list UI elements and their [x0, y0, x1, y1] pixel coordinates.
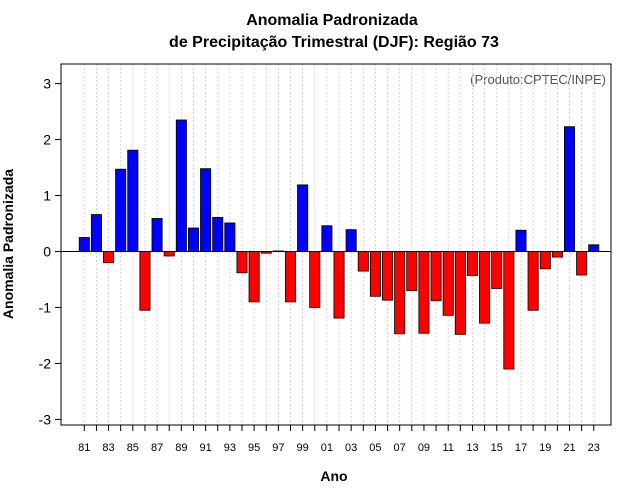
bar-1988 — [163, 251, 175, 257]
bar-2002 — [333, 251, 345, 319]
x-tick-label: 87 — [151, 442, 163, 454]
bar-2012 — [454, 251, 466, 335]
bar-1994 — [236, 251, 248, 274]
bar-2020 — [551, 251, 563, 258]
x-tick-label: 15 — [491, 442, 503, 454]
bar-2003 — [345, 229, 357, 252]
x-tick-label: 81 — [78, 442, 90, 454]
y-tick-label: -2 — [39, 355, 52, 371]
x-tick-label: 95 — [248, 442, 260, 454]
bar-2005 — [369, 251, 381, 297]
bar-1984 — [115, 168, 127, 252]
x-tick-label: 85 — [127, 442, 139, 454]
bar-2008 — [406, 251, 418, 292]
bar-2006 — [382, 251, 394, 301]
bar-2019 — [539, 251, 551, 270]
bar-1993 — [224, 222, 236, 252]
bar-2009 — [418, 251, 430, 334]
bar-1982 — [90, 214, 102, 252]
bar-2007 — [394, 251, 406, 335]
bar-1999 — [297, 184, 309, 252]
bar-1983 — [103, 251, 115, 264]
bar-2023 — [588, 244, 600, 252]
bar-2013 — [466, 251, 478, 276]
plot-frame — [60, 63, 612, 426]
x-tick-label: 03 — [345, 442, 357, 454]
bar-2017 — [515, 229, 527, 252]
y-tick-label: 1 — [43, 188, 51, 204]
chart-title: Anomalia Padronizada — [246, 12, 418, 29]
x-tick-label: 05 — [369, 442, 381, 454]
bar-1995 — [248, 251, 260, 303]
y-tick-label: -3 — [39, 411, 52, 427]
bar-1987 — [151, 218, 163, 252]
x-tick-label: 17 — [515, 442, 527, 454]
x-tick-label: 11 — [442, 442, 453, 454]
x-tick-label: 07 — [394, 442, 406, 454]
chart-subtitle: de Precipitação Trimestral (DJF): Região… — [169, 34, 499, 51]
x-tick-label: 21 — [563, 442, 575, 454]
x-tick-label: 23 — [588, 442, 600, 454]
x-tick-label: 97 — [272, 442, 284, 454]
bar-2011 — [442, 251, 454, 316]
x-tick-label: 83 — [102, 442, 114, 454]
bar-2022 — [576, 251, 588, 276]
x-tick-label: 13 — [466, 442, 478, 454]
x-tick-label: 09 — [418, 442, 430, 454]
bar-1985 — [127, 149, 139, 252]
bar-2014 — [479, 251, 491, 324]
bar-1990 — [187, 227, 199, 252]
x-tick-label: 01 — [321, 442, 333, 454]
bar-2004 — [357, 251, 369, 272]
bar-2021 — [564, 126, 576, 252]
bar-1989 — [175, 119, 187, 252]
bar-1991 — [200, 168, 212, 252]
x-tick-label: 99 — [297, 442, 309, 454]
x-axis-label: Ano — [320, 468, 347, 484]
x-tick-label: 89 — [175, 442, 187, 454]
y-tick-label: 0 — [43, 243, 51, 259]
bar-1986 — [139, 251, 151, 311]
bar-2010 — [430, 251, 442, 302]
bar-1981 — [78, 237, 90, 252]
bar-2016 — [503, 251, 515, 370]
bar-2001 — [321, 225, 333, 252]
bar-2015 — [491, 251, 503, 289]
x-tick-label: 19 — [539, 442, 551, 454]
y-tick-label: 3 — [43, 76, 51, 92]
x-tick-label: 93 — [224, 442, 236, 454]
bar-2018 — [527, 251, 539, 311]
credit-text: (Produto:CPTEC/INPE) — [470, 72, 606, 87]
y-tick-label: -1 — [39, 299, 52, 315]
y-axis-label: Anomalia Padronizada — [0, 169, 16, 319]
bar-1998 — [285, 251, 297, 303]
x-tick-label: 91 — [199, 442, 211, 454]
bar-1992 — [212, 216, 224, 252]
y-tick-label: 2 — [43, 132, 51, 148]
bar-2000 — [309, 251, 321, 308]
